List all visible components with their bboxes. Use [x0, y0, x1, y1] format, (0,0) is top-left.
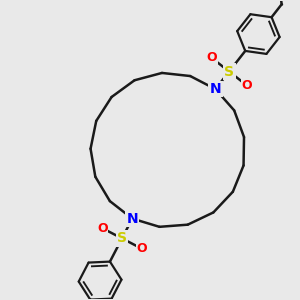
Text: N: N — [126, 212, 138, 226]
Text: O: O — [242, 79, 252, 92]
Text: O: O — [97, 222, 107, 235]
Text: N: N — [210, 82, 221, 96]
Text: O: O — [136, 242, 147, 255]
Text: S: S — [224, 64, 234, 79]
Text: S: S — [117, 231, 127, 245]
Text: O: O — [206, 51, 217, 64]
